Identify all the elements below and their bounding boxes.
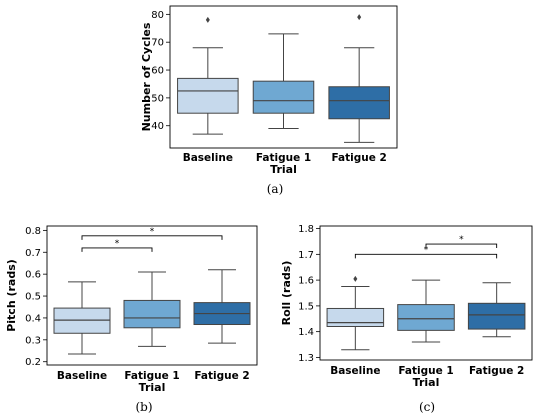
- y-tick-label: 0.7: [25, 248, 41, 259]
- y-tick-label: 70: [151, 38, 164, 49]
- outlier-point: [357, 14, 362, 21]
- significance-bracket: [81, 247, 153, 252]
- y-axis-title: Pitch (rads): [5, 259, 18, 332]
- significance-star: *: [424, 245, 429, 255]
- chart-panel-1: 40 50 60 70 80 Baseline Fatigue 1 Fatigue 2 Tria…: [140, 5, 398, 196]
- panel-caption: (c): [419, 400, 435, 414]
- y-tick-label: 0.5: [25, 292, 41, 303]
- y-tick-label: 0.3: [25, 335, 41, 346]
- box-1: [177, 77, 239, 114]
- x-category-label: Fatigue 1: [124, 370, 179, 382]
- x-category-label: Fatigue 2: [331, 152, 386, 164]
- y-tick-label: 0.4: [25, 313, 41, 324]
- box-3: [328, 86, 390, 120]
- significance-star: *: [150, 227, 155, 237]
- plot-frame: [169, 5, 398, 149]
- panel-caption: (b): [135, 400, 152, 414]
- y-axis-title: Number of Cycles: [140, 22, 153, 131]
- x-axis-title: Trial: [413, 376, 440, 389]
- x-category-label: Fatigue 1: [256, 152, 311, 164]
- x-axis-title: Trial: [139, 381, 166, 394]
- outlier-point: [205, 16, 210, 23]
- y-tick-label: 1.3: [298, 353, 314, 364]
- x-axis-title: Trial: [270, 163, 297, 176]
- y-tick-label: 1.6: [298, 276, 314, 287]
- y-axis-title: Roll (rads): [280, 261, 293, 326]
- y-tick-label: 80: [151, 10, 164, 21]
- x-category-label: Baseline: [57, 370, 107, 382]
- x-category-label: Fatigue 2: [469, 365, 524, 377]
- significance-bracket: [354, 253, 498, 259]
- y-tick-label: 1.7: [298, 250, 314, 261]
- plot-frame: [46, 225, 258, 366]
- x-category-label: Fatigue 2: [194, 370, 249, 382]
- chart-panel-3: 1.3 1.4 1.5 1.6 1.7 1.8 Baseline Fatigue 1 Fatig…: [280, 224, 533, 414]
- box-1: [326, 307, 385, 328]
- y-tick-label: 0.2: [25, 357, 41, 368]
- significance-star: *: [115, 239, 120, 249]
- y-tick-label: 60: [151, 66, 164, 77]
- y-tick-label: 1.5: [298, 301, 314, 312]
- outlier-point: [353, 275, 358, 282]
- y-tick-label: 1.8: [298, 224, 314, 235]
- x-category-label: Fatigue 1: [398, 365, 453, 377]
- x-category-label: Baseline: [183, 152, 233, 164]
- y-tick-label: 40: [151, 121, 164, 132]
- chart-panel-2: 0.2 0.3 0.4 0.5 0.6 0.7 0.8 Baseline Fatigue 1 Fa…: [5, 225, 258, 414]
- panel-caption: (a): [267, 182, 284, 196]
- box-2: [397, 304, 455, 331]
- x-category-label: Baseline: [330, 365, 380, 377]
- y-tick-label: 50: [151, 93, 164, 104]
- y-tick-label: 1.4: [298, 327, 314, 338]
- y-tick-label: 0.6: [25, 270, 41, 281]
- plot-frame: [319, 225, 533, 361]
- significance-star: *: [459, 235, 464, 245]
- box-2: [252, 80, 315, 114]
- significance-bracket: [425, 243, 498, 249]
- significance-bracket: [81, 235, 223, 240]
- box-3: [467, 302, 526, 330]
- y-tick-label: 0.8: [25, 226, 41, 237]
- box-2: [123, 299, 181, 329]
